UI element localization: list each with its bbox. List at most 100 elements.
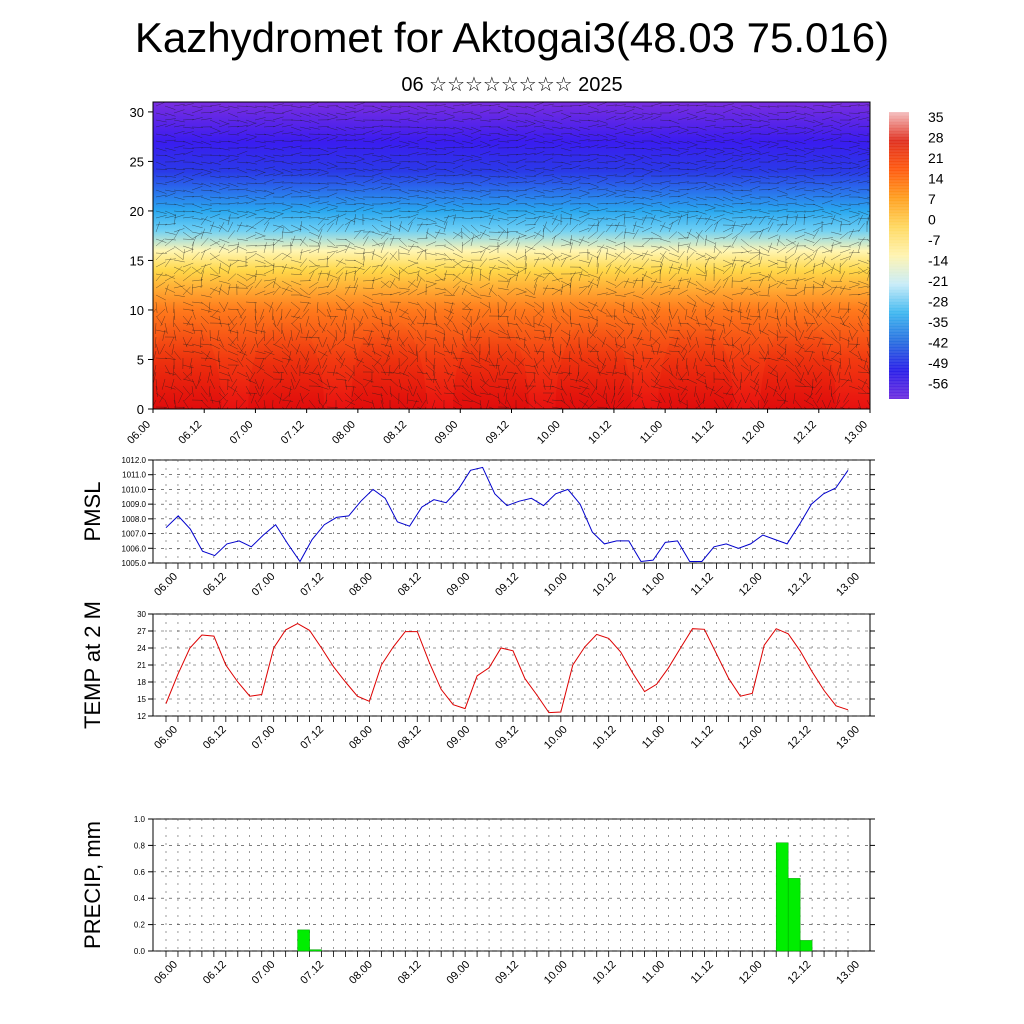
wind-arrow — [488, 143, 500, 149]
wind-arrow — [443, 301, 455, 305]
wind-arrow — [713, 196, 725, 202]
wind-arrow — [351, 308, 355, 320]
panel-frame — [152, 459, 871, 564]
wind-arrow — [155, 221, 160, 233]
wind-arrow — [668, 245, 679, 253]
wind-arrow — [551, 385, 563, 391]
wind-arrow — [515, 357, 525, 366]
wind-arrow — [686, 196, 698, 201]
wind-arrow — [848, 280, 860, 285]
wind-arrow — [587, 110, 599, 114]
wind-arrow — [389, 308, 394, 320]
wind-arrow — [272, 168, 284, 174]
wind-arrow — [191, 161, 203, 166]
wind-arrow — [434, 196, 446, 200]
wind-arrow — [569, 175, 581, 179]
wind-arrow — [704, 235, 707, 247]
wind-arrow — [400, 336, 409, 346]
wind-arrow — [326, 238, 336, 247]
wind-arrow — [761, 322, 769, 333]
x-tick-label: 06.12 — [176, 419, 204, 447]
wind-arrow — [164, 399, 170, 409]
wind-arrow — [362, 207, 374, 212]
wind-arrow — [473, 336, 481, 347]
wind-arrow — [659, 392, 666, 403]
wind-arrow — [220, 392, 229, 401]
wind-arrow — [731, 292, 743, 296]
wind-arrow — [713, 117, 725, 121]
wind-arrow — [515, 235, 520, 247]
wind-arrow — [713, 112, 725, 117]
wind-arrow — [389, 385, 392, 397]
wind-arrow — [612, 364, 616, 376]
wind-arrow — [155, 252, 167, 254]
wind-arrow — [533, 399, 543, 408]
wind-arrow — [731, 322, 741, 331]
wind-arrow — [479, 229, 487, 240]
wind-arrow — [389, 182, 401, 188]
wind-arrow — [722, 131, 734, 135]
wind-arrow — [793, 392, 796, 404]
wind-arrow — [866, 259, 870, 263]
wind-arrow — [677, 181, 689, 184]
wind-arrow — [353, 357, 365, 363]
wind-arrow — [866, 392, 870, 394]
wind-arrow — [335, 213, 347, 219]
wind-arrow — [533, 322, 545, 328]
wind-arrow — [416, 161, 428, 167]
wind-arrow — [548, 364, 553, 376]
wind-arrow — [848, 293, 860, 296]
wind-arrow — [245, 273, 257, 277]
wind-arrow — [722, 189, 734, 195]
wind-arrow — [434, 252, 446, 256]
wind-arrow — [533, 301, 543, 309]
x-tick-label: 07.00 — [250, 571, 278, 599]
wind-arrow — [479, 378, 489, 386]
wind-arrow — [290, 161, 302, 164]
wind-arrow — [551, 288, 562, 296]
colorbar-label: -42 — [928, 335, 948, 351]
wind-arrow — [605, 406, 609, 409]
wind-arrow — [632, 168, 644, 170]
wind-arrow — [533, 189, 545, 194]
wind-arrow — [308, 168, 320, 171]
wind-arrow — [722, 227, 734, 233]
wind-arrow — [599, 364, 607, 374]
wind-arrow — [218, 175, 230, 178]
wind-arrow — [425, 371, 433, 382]
wind-arrow — [182, 210, 194, 213]
wind-arrow — [155, 189, 167, 194]
wind-arrow — [542, 322, 552, 330]
wind-arrow — [308, 200, 320, 205]
wind-arrow — [345, 301, 355, 310]
wind-arrow — [344, 364, 354, 373]
wind-arrow — [800, 371, 805, 383]
wind-arrow — [227, 202, 239, 205]
wind-arrow — [353, 154, 365, 160]
wind-arrow — [497, 229, 505, 240]
wind-arrow — [443, 221, 448, 233]
wind-arrow — [767, 371, 778, 378]
wind-arrow — [614, 116, 626, 121]
wind-arrow — [254, 158, 266, 163]
wind-arrow — [386, 350, 391, 362]
wind-arrow — [236, 119, 248, 124]
wind-arrow — [452, 280, 462, 289]
wind-arrow — [380, 308, 392, 314]
wind-arrow — [632, 157, 644, 163]
wind-arrow — [694, 385, 697, 397]
wind-arrow — [841, 378, 850, 388]
wind-arrow — [587, 278, 594, 289]
wind-arrow — [700, 350, 706, 362]
wind-arrow — [470, 203, 482, 206]
wind-arrow — [371, 129, 383, 135]
wind-arrow — [200, 140, 212, 146]
wind-arrow — [803, 189, 815, 192]
wind-arrow — [713, 245, 723, 254]
wind-arrow — [407, 399, 419, 403]
wind-arrow — [722, 266, 732, 275]
wind-arrow — [713, 279, 721, 289]
wind-arrow — [191, 308, 196, 320]
wind-arrow — [506, 357, 516, 366]
wind-arrow — [677, 168, 689, 170]
